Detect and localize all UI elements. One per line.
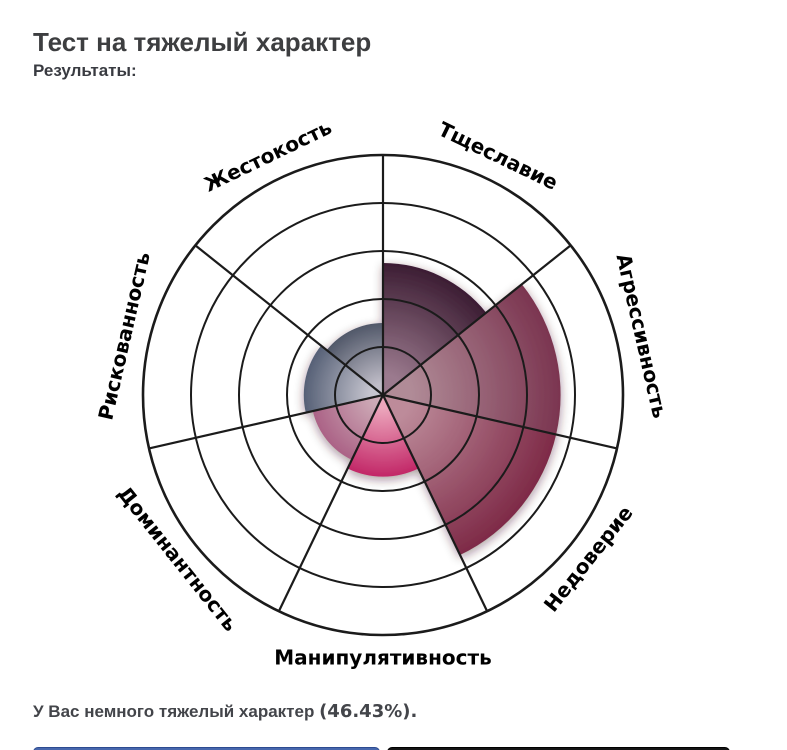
chart-category-label: Доминантность [113, 481, 243, 635]
chart-category-label: Рискованность [93, 250, 155, 423]
result-percent: (46.43%). [319, 701, 418, 722]
grid-spoke [382, 393, 618, 450]
chart-wedges [303, 263, 561, 556]
result-summary: У Вас немного тяжелый характер (46.43%). [33, 701, 417, 722]
sector-value-wedge [347, 395, 419, 477]
result-summary-text: У Вас немного тяжелый характер [33, 702, 320, 721]
grid-spoke [382, 244, 572, 396]
grid-spoke [277, 394, 384, 612]
chart-grid [141, 153, 625, 637]
grid-spoke [194, 244, 384, 396]
grid-spoke [148, 393, 384, 450]
sector-value-wedge [383, 263, 487, 395]
sector-value-wedge [383, 395, 557, 556]
sector-value-wedge [303, 345, 383, 413]
grid-spoke [382, 394, 489, 612]
results-label: Результаты: [33, 61, 137, 80]
page-title: Тест на тяжелый характер [33, 27, 372, 58]
sector-value-wedge [326, 323, 383, 395]
chart-category-label: Агрессивность [611, 251, 672, 420]
chart-category-label: Манипулятивность [274, 646, 492, 670]
